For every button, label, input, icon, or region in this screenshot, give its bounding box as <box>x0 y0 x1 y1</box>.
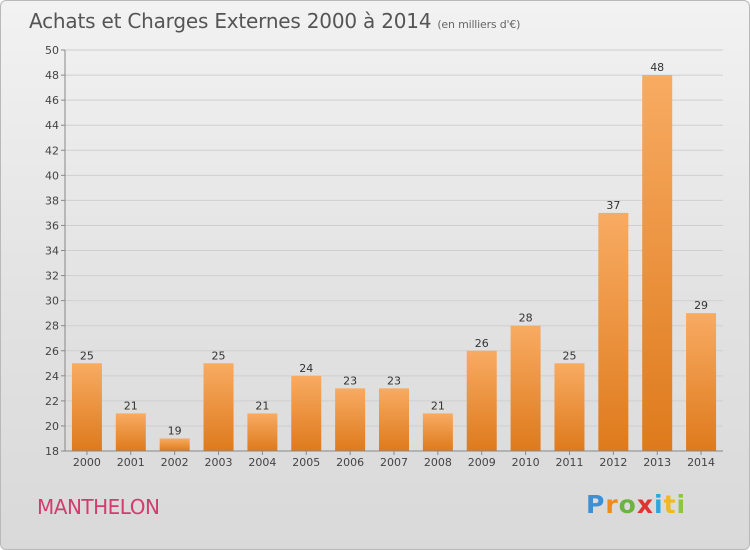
y-tick-label: 30 <box>45 295 59 308</box>
x-tick-label: 2012 <box>599 456 627 469</box>
bar <box>642 75 673 451</box>
x-tick-label: 2000 <box>73 456 101 469</box>
data-label: 26 <box>475 337 489 350</box>
y-tick-label: 46 <box>45 94 59 107</box>
bar <box>510 325 541 451</box>
x-tick-label: 2004 <box>248 456 276 469</box>
bar <box>422 413 453 451</box>
chart-title-text: Achats et Charges Externes 2000 à 2014 <box>29 9 432 33</box>
bar <box>335 388 366 451</box>
y-tick-label: 42 <box>45 144 59 157</box>
data-label: 25 <box>562 349 576 362</box>
bar <box>115 413 146 451</box>
data-label: 23 <box>343 374 357 387</box>
y-tick-label: 28 <box>45 320 59 333</box>
data-label: 21 <box>431 399 445 412</box>
y-tick-label: 38 <box>45 194 59 207</box>
bar <box>291 375 322 451</box>
x-tick-label: 2011 <box>555 456 583 469</box>
y-tick-label: 48 <box>45 69 59 82</box>
data-label: 29 <box>694 299 708 312</box>
x-tick-label: 2007 <box>380 456 408 469</box>
chart-title: Achats et Charges Externes 2000 à 2014 (e… <box>29 9 520 33</box>
bar <box>686 313 717 451</box>
data-label: 21 <box>124 399 138 412</box>
data-label: 37 <box>606 199 620 212</box>
x-tick-label: 2009 <box>468 456 496 469</box>
x-tick-label: 2010 <box>512 456 540 469</box>
data-label: 21 <box>255 399 269 412</box>
x-tick-label: 2013 <box>643 456 671 469</box>
data-label: 23 <box>387 374 401 387</box>
data-label: 19 <box>168 424 182 437</box>
bar <box>598 212 629 451</box>
x-tick-label: 2006 <box>336 456 364 469</box>
data-labels: 25 21 19 25 21 24 23 23 21 26 28 25 37 48 29 <box>80 61 708 437</box>
bars <box>71 75 717 451</box>
commune-name: MANTHELON <box>37 495 160 519</box>
y-tick-label: 36 <box>45 219 59 232</box>
data-label: 48 <box>650 61 664 74</box>
proxiti-logo[interactable]: Proxiti <box>586 490 687 519</box>
y-axis: 18 20 22 24 26 28 30 32 34 36 38 40 42 44 46 48 50 <box>45 44 66 458</box>
chart-subtitle: (en milliers d'€) <box>437 18 521 31</box>
x-tick-label: 2014 <box>687 456 715 469</box>
data-label: 24 <box>299 362 313 375</box>
y-tick-label: 50 <box>45 44 59 57</box>
bar <box>159 438 190 451</box>
x-tick-label: 2008 <box>424 456 452 469</box>
bar <box>203 363 234 451</box>
x-tick-label: 2002 <box>161 456 189 469</box>
bar <box>71 363 102 451</box>
y-tick-label: 40 <box>45 169 59 182</box>
y-tick-label: 44 <box>45 119 59 132</box>
data-label: 25 <box>80 349 94 362</box>
y-tick-label: 34 <box>45 245 59 258</box>
data-label: 25 <box>212 349 226 362</box>
bar <box>466 350 497 451</box>
x-tick-label: 2005 <box>292 456 320 469</box>
x-axis: 2000 2001 2002 2003 2004 2005 2006 2007 2008 2009… <box>65 450 723 469</box>
x-tick-label: 2001 <box>117 456 145 469</box>
y-tick-label: 22 <box>45 395 59 408</box>
y-tick-label: 32 <box>45 270 59 283</box>
x-tick-label: 2003 <box>205 456 233 469</box>
bar <box>554 363 585 451</box>
bar <box>247 413 278 451</box>
data-label: 28 <box>519 312 533 325</box>
bar <box>379 388 409 451</box>
y-tick-label: 18 <box>45 445 59 458</box>
y-tick-label: 26 <box>45 345 59 358</box>
y-tick-label: 24 <box>45 370 59 383</box>
y-tick-label: 20 <box>45 420 59 433</box>
